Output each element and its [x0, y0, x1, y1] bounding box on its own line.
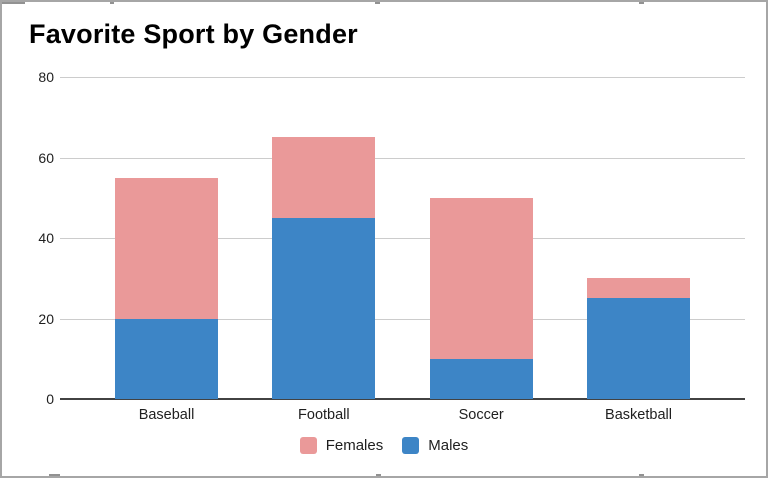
- y-axis-tick-label: 40: [38, 230, 54, 246]
- y-axis-tick-label: 60: [38, 149, 54, 166]
- x-axis-category-label: Football: [298, 407, 350, 423]
- bar-football-females[interactable]: [272, 137, 376, 218]
- bar-basketball-males[interactable]: [587, 298, 690, 399]
- chart-legend: Females Males: [2, 437, 766, 454]
- gridline: [60, 318, 745, 320]
- legend-item-males[interactable]: Males: [402, 437, 468, 454]
- legend-label: Females: [325, 437, 384, 454]
- legend-label: Males: [428, 437, 469, 454]
- chart-title: Favorite Sport by Gender: [29, 19, 358, 49]
- y-axis-tick-label: 80: [38, 69, 54, 85]
- x-axis-category-label: Soccer: [458, 407, 504, 423]
- legend-item-females[interactable]: Females: [299, 437, 384, 454]
- screen-edge-artifact: [375, 2, 380, 4]
- screen-edge-artifact: [639, 2, 644, 4]
- y-axis-tick-label: 20: [38, 310, 54, 327]
- screen-edge-artifact: [376, 474, 381, 476]
- gridline: [60, 77, 745, 78]
- x-axis-line: [60, 398, 745, 400]
- x-axis-category-label: Baseball: [138, 407, 195, 423]
- bar-soccer-females[interactable]: [429, 197, 533, 359]
- bar-basketball-females[interactable]: [587, 278, 690, 299]
- screen-edge-artifact: [639, 474, 644, 476]
- bar-football-males[interactable]: [272, 217, 376, 399]
- bar-baseball-females[interactable]: [115, 177, 218, 319]
- gridline: [60, 157, 745, 159]
- screen-edge-artifact: [2, 2, 25, 4]
- y-axis-tick-label: 0: [46, 391, 54, 407]
- bar-soccer-males[interactable]: [429, 358, 533, 399]
- bar-baseball-males[interactable]: [115, 318, 218, 399]
- legend-color-swatch: [299, 437, 317, 454]
- legend-color-swatch: [402, 437, 420, 454]
- x-axis-category-label: Basketball: [605, 407, 672, 423]
- gridline: [60, 238, 745, 239]
- screen-edge-artifact: [110, 2, 114, 4]
- screen-edge-artifact: [49, 474, 60, 476]
